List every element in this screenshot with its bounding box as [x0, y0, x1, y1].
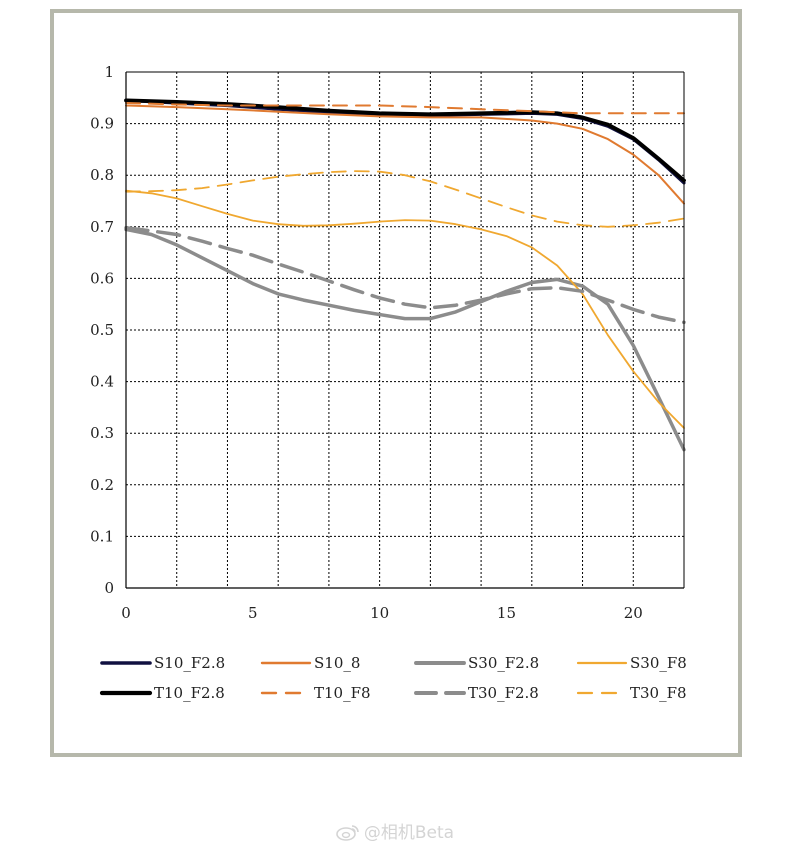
legend-label: S10_F2.8: [154, 654, 225, 672]
legend-label: T30_F2.8: [468, 684, 539, 702]
axes: [125, 71, 685, 589]
y-tick-label: 0.4: [90, 373, 114, 391]
chart-frame: 0 0.1 0.2 0.3 0.4 0.5 0.6 0.7 0.8 0.9 1 0 5 10 15 20 S1…: [50, 9, 742, 757]
series-line-t10-f8: [125, 102, 685, 115]
y-tick-label: 0.5: [90, 321, 114, 339]
y-tick-label: 1: [104, 63, 114, 81]
legend-label: S10_8: [314, 654, 360, 672]
mtf-chart: 00.10.20.30.40.50.60.70.80.910 5 10 15 20 S1…: [90, 63, 687, 702]
legend-label: S30_F8: [630, 654, 687, 672]
legend: S10_F2.8 S10_8 S30_F2.8 S30_F8 T10_F2.8 T10_F…: [99, 654, 687, 702]
grid: [126, 71, 685, 588]
x-tick-label: 5: [248, 604, 258, 622]
y-tick-label: 0: [104, 579, 114, 597]
series-line-s30-f2-8: [124, 227, 686, 452]
watermark-text: @相机Beta: [363, 823, 455, 843]
y-tick-label: 0.1: [90, 527, 114, 545]
x-tick-label: 0: [121, 604, 131, 622]
series-line-t10-f2-8: [124, 98, 686, 183]
tick-labels: 00.10.20.30.40.50.60.70.80.910 5 10 15 20: [90, 63, 643, 622]
series-lines: [124, 98, 686, 452]
legend-label: T30_F8: [630, 684, 687, 702]
series-line-t30-f2-8: [124, 226, 686, 325]
y-tick-label: 0.8: [90, 166, 114, 184]
x-tick-label: 20: [624, 604, 643, 622]
y-tick-label: 0.3: [90, 424, 114, 442]
y-tick-label: 0.9: [90, 115, 114, 133]
legend-label: T10_F2.8: [154, 684, 225, 702]
watermark: @相机Beta: [0, 818, 790, 843]
y-tick-label: 0.6: [90, 269, 114, 287]
y-tick-label: 0.2: [90, 476, 114, 494]
x-tick-label: 10: [370, 604, 389, 622]
weibo-icon: [336, 825, 359, 841]
x-tick-label: 15: [497, 604, 516, 622]
y-tick-label: 0.7: [90, 218, 114, 236]
legend-label: T10_F8: [314, 684, 371, 702]
series-line-s30-f8: [125, 189, 685, 429]
legend-label: S30_F2.8: [468, 654, 539, 672]
series-line-s10-8: [125, 104, 685, 205]
series-line-t30-f8: [125, 170, 685, 228]
